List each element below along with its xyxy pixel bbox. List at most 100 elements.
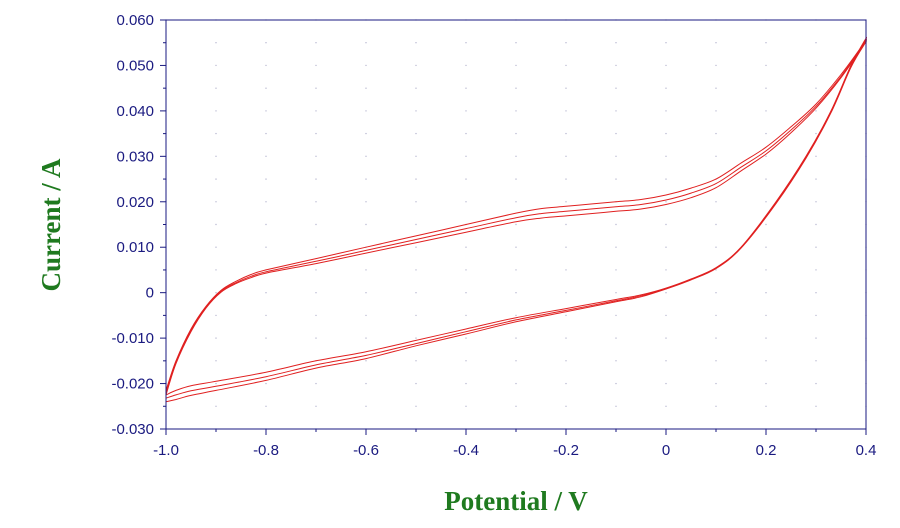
grid-dot	[665, 360, 667, 362]
grid-dot	[265, 201, 267, 203]
grid-dot	[715, 292, 717, 294]
x-tick-label: -0.8	[253, 442, 279, 459]
grid-dot	[765, 132, 767, 135]
grid-dot	[415, 64, 417, 67]
grid-dot	[615, 405, 617, 407]
grid-dot	[615, 223, 617, 226]
grid-dot	[565, 292, 567, 294]
grid-dot	[265, 382, 267, 385]
grid-dot	[815, 269, 817, 271]
grid-dot	[465, 110, 467, 112]
grid-dot	[615, 64, 617, 67]
grid-dot	[265, 42, 267, 44]
grid-dot	[415, 110, 417, 112]
grid-dot	[415, 155, 417, 157]
grid-dot	[515, 201, 517, 203]
grid-dot	[415, 314, 417, 317]
grid-dot	[465, 87, 467, 89]
grid-dot	[565, 223, 567, 226]
grid-dot	[415, 246, 417, 248]
y-tick-label: 0	[146, 285, 154, 302]
grid-dot	[665, 64, 667, 67]
grid-dot	[315, 405, 317, 407]
grid-dot	[565, 360, 567, 362]
grid-dot	[715, 223, 717, 226]
grid-dot	[565, 64, 567, 67]
grid-dot	[465, 405, 467, 407]
grid-dot	[665, 246, 667, 248]
grid-dot	[365, 382, 367, 385]
grid-dot	[215, 246, 217, 248]
grid-dot	[665, 314, 667, 317]
grid-dot	[415, 382, 417, 385]
grid-dot	[665, 382, 667, 385]
grid-dot	[265, 246, 267, 248]
grid-dot	[665, 178, 667, 180]
grid-dot	[615, 314, 617, 317]
grid-dot	[815, 223, 817, 226]
grid-dot	[215, 382, 217, 385]
grid-dot	[715, 110, 717, 112]
grid-dot	[765, 223, 767, 226]
grid-dot	[815, 382, 817, 385]
grid-dot	[265, 87, 267, 89]
grid-dot	[565, 269, 567, 271]
grid-dot	[715, 337, 717, 339]
grid-dot	[765, 382, 767, 385]
grid-dot	[665, 110, 667, 112]
grid-dot	[565, 42, 567, 44]
grid-dot	[315, 110, 317, 112]
grid-dot	[815, 42, 817, 44]
grid-dot	[515, 405, 517, 407]
grid-dot	[215, 314, 217, 317]
grid-dot	[315, 64, 317, 67]
grid-dot	[515, 223, 517, 226]
grid-dot	[615, 360, 617, 362]
grid-dot	[715, 64, 717, 67]
grid-dot	[415, 223, 417, 226]
grid-dot	[815, 337, 817, 339]
grid-dot	[665, 223, 667, 226]
y-tick-label: 0.010	[116, 239, 154, 256]
x-tick-label: 0.4	[856, 442, 877, 459]
grid-dot	[515, 269, 517, 271]
grid-dot	[215, 201, 217, 203]
y-tick-label: 0.060	[116, 12, 154, 29]
grid-dot	[215, 87, 217, 89]
grid-dot	[365, 405, 367, 407]
grid-dot	[665, 155, 667, 157]
grid-dot	[365, 201, 367, 203]
grid-dot	[365, 337, 367, 339]
y-axis-title: Current / A	[36, 158, 66, 291]
grid-dot	[415, 292, 417, 294]
grid-dot	[465, 201, 467, 203]
grid-dot	[515, 178, 517, 180]
grid-dot	[415, 132, 417, 135]
grid-dot	[515, 314, 517, 317]
grid-dot	[415, 337, 417, 339]
grid-dot	[715, 246, 717, 248]
grid-dot	[265, 360, 267, 362]
grid-dot	[715, 201, 717, 203]
grid-dot	[565, 246, 567, 248]
grid-dot	[565, 178, 567, 180]
grid-dot	[315, 155, 317, 157]
grid-dot	[465, 292, 467, 294]
grid-dot	[365, 178, 367, 180]
grid-dot	[415, 360, 417, 362]
grid-dot	[465, 155, 467, 157]
grid-dot	[815, 360, 817, 362]
grid-dot	[765, 314, 767, 317]
grid-dot	[465, 246, 467, 248]
grid-dot	[515, 382, 517, 385]
grid-dot	[515, 87, 517, 89]
grid-dot	[665, 337, 667, 339]
grid-dot	[815, 246, 817, 248]
grid-dot	[715, 314, 717, 317]
grid-dot	[265, 292, 267, 294]
x-tick-label: 0.2	[756, 442, 777, 459]
grid-dot	[715, 87, 717, 89]
grid-dot	[315, 292, 317, 294]
axis-ticks	[160, 19, 867, 435]
grid-dot	[515, 132, 517, 135]
